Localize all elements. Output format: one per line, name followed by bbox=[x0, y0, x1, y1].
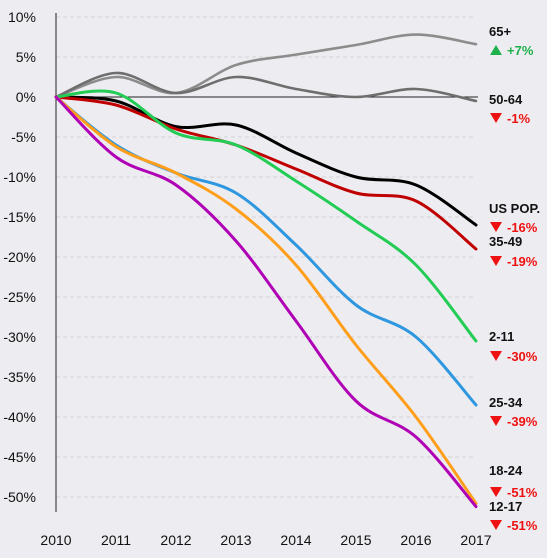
y-tick-label: -10% bbox=[3, 169, 36, 185]
series-line-35-49 bbox=[54, 95, 478, 251]
series-line-65 bbox=[54, 33, 478, 99]
y-tick-label: -15% bbox=[3, 209, 36, 225]
y-tick-label: -30% bbox=[3, 329, 36, 345]
label-change-12-17: -51% bbox=[507, 518, 538, 533]
x-tick-label: 2010 bbox=[40, 532, 71, 548]
y-tick-label: 10% bbox=[8, 9, 36, 25]
y-tick-label: -40% bbox=[3, 409, 36, 425]
down-triangle-icon bbox=[490, 351, 502, 361]
y-tick-labels: 10% 5% 0% -5% -10% -15% -20% -25% -30% -35% -40% -4… bbox=[3, 9, 36, 505]
y-tick-label: -5% bbox=[11, 129, 36, 145]
x-tick-label: 2013 bbox=[220, 532, 251, 548]
label-name-2-11: 2-11 bbox=[489, 329, 514, 344]
y-tick-label: -35% bbox=[3, 369, 36, 385]
down-triangle-icon bbox=[490, 416, 502, 426]
label-change-50-64: -1% bbox=[507, 111, 531, 126]
label-name-12-17: 12-17 bbox=[489, 499, 522, 514]
label-name-65-: 65+ bbox=[489, 24, 511, 39]
label-change-18-24: -51% bbox=[507, 485, 538, 500]
label-change-35-49: -19% bbox=[507, 254, 538, 269]
x-tick-label: 2016 bbox=[400, 532, 431, 548]
label-name-25-34: 25-34 bbox=[489, 395, 523, 410]
x-tick-label: 2014 bbox=[280, 532, 311, 548]
label-change-25-34: -39% bbox=[507, 414, 538, 429]
series-line-50-64 bbox=[54, 71, 478, 103]
label-name-18-24: 18-24 bbox=[489, 463, 523, 478]
series-line-12-17 bbox=[54, 95, 478, 509]
x-tick-label: 2017 bbox=[460, 532, 491, 548]
series-line-18-24 bbox=[54, 95, 478, 505]
label-change-2-11: -30% bbox=[507, 349, 538, 364]
y-tick-label: -20% bbox=[3, 249, 36, 265]
down-triangle-icon bbox=[490, 113, 502, 123]
down-triangle-icon bbox=[490, 222, 502, 232]
x-tick-labels: 2010 2011 2012 2013 2014 2015 2016 2017 bbox=[40, 532, 491, 548]
series-line-25-34 bbox=[54, 95, 478, 407]
x-tick-label: 2011 bbox=[101, 532, 131, 548]
down-triangle-icon bbox=[490, 256, 502, 266]
down-triangle-icon bbox=[490, 487, 502, 497]
label-name-50-64: 50-64 bbox=[489, 92, 523, 107]
end-labels: 65+ +7% 50-64 -1% US POP. -16%35-49 -19% 2-11 -3… bbox=[489, 24, 540, 533]
label-name-us: US POP. bbox=[489, 201, 540, 216]
label-name-35-49: 35-49 bbox=[489, 234, 522, 249]
x-tick-label: 2012 bbox=[160, 532, 191, 548]
series-lines bbox=[54, 33, 478, 509]
label-change-us: -16% bbox=[507, 220, 538, 235]
label-change-65-: +7% bbox=[507, 43, 534, 58]
series-line-2-11 bbox=[54, 89, 478, 343]
y-tick-label: 5% bbox=[16, 49, 36, 65]
y-tick-label: 0% bbox=[16, 89, 36, 105]
up-triangle-icon bbox=[490, 45, 502, 55]
down-triangle-icon bbox=[490, 520, 502, 530]
y-tick-label: -45% bbox=[3, 449, 36, 465]
y-tick-label: -25% bbox=[3, 289, 36, 305]
series-line-us-pop bbox=[54, 95, 478, 227]
y-tick-label: -50% bbox=[3, 489, 36, 505]
x-tick-label: 2015 bbox=[340, 532, 371, 548]
